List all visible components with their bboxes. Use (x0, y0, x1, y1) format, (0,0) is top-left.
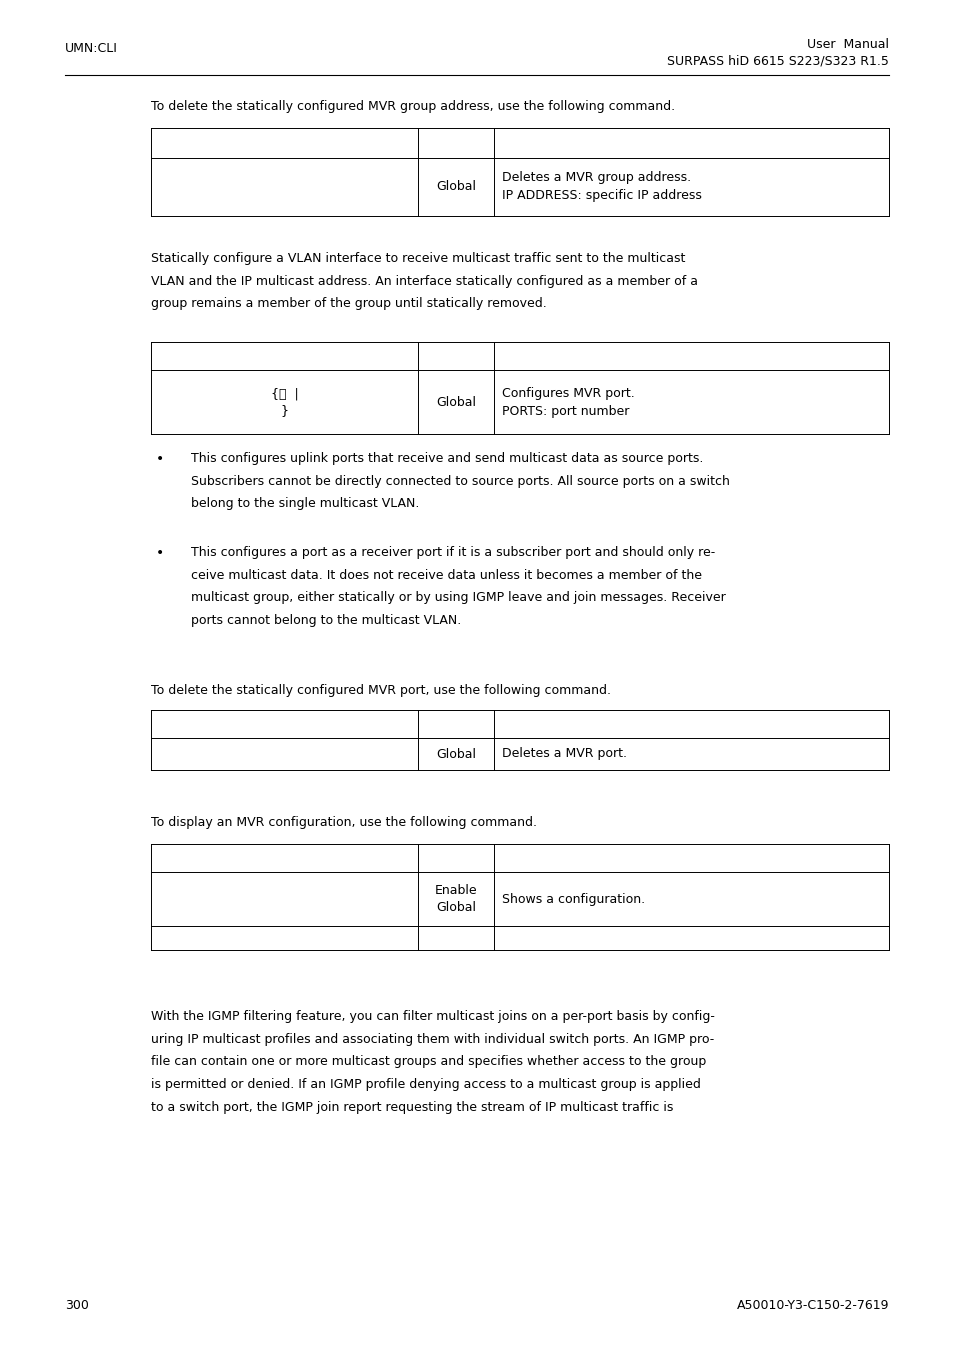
Text: •: • (155, 545, 164, 560)
Text: {	  |
}: { | } (271, 387, 298, 417)
Text: 300: 300 (65, 1299, 89, 1312)
Text: Deletes a MVR group address.
IP ADDRESS: specific IP address: Deletes a MVR group address. IP ADDRESS:… (501, 171, 700, 202)
Text: SURPASS hiD 6615 S223/S323 R1.5: SURPASS hiD 6615 S223/S323 R1.5 (666, 54, 888, 68)
Text: User  Manual: User Manual (806, 38, 888, 51)
Text: Subscribers cannot be directly connected to source ports. All source ports on a : Subscribers cannot be directly connected… (191, 475, 729, 487)
Text: Global: Global (436, 748, 476, 760)
Text: ceive multicast data. It does not receive data unless it becomes a member of the: ceive multicast data. It does not receiv… (191, 568, 701, 582)
Text: group remains a member of the group until statically removed.: group remains a member of the group unti… (151, 297, 546, 310)
Text: To display an MVR configuration, use the following command.: To display an MVR configuration, use the… (151, 815, 537, 829)
Text: uring IP multicast profiles and associating them with individual switch ports. A: uring IP multicast profiles and associat… (151, 1033, 713, 1046)
Text: A50010-Y3-C150-2-7619: A50010-Y3-C150-2-7619 (736, 1299, 888, 1312)
Text: ports cannot belong to the multicast VLAN.: ports cannot belong to the multicast VLA… (191, 614, 460, 626)
Text: belong to the single multicast VLAN.: belong to the single multicast VLAN. (191, 497, 418, 510)
Text: UMN:CLI: UMN:CLI (65, 42, 117, 55)
Text: With the IGMP filtering feature, you can filter multicast joins on a per-port ba: With the IGMP filtering feature, you can… (151, 1010, 714, 1023)
Text: Deletes a MVR port.: Deletes a MVR port. (501, 748, 626, 760)
Text: Global: Global (436, 181, 476, 193)
Text: multicast group, either statically or by using IGMP leave and join messages. Rec: multicast group, either statically or by… (191, 591, 725, 605)
Text: This configures a port as a receiver port if it is a subscriber port and should : This configures a port as a receiver por… (191, 545, 715, 559)
Text: •: • (155, 452, 164, 466)
Text: Shows a configuration.: Shows a configuration. (501, 892, 644, 906)
Text: is permitted or denied. If an IGMP profile denying access to a multicast group i: is permitted or denied. If an IGMP profi… (151, 1079, 700, 1091)
Text: Global: Global (436, 396, 476, 409)
Text: This configures uplink ports that receive and send multicast data as source port: This configures uplink ports that receiv… (191, 452, 702, 464)
Text: VLAN and the IP multicast address. An interface statically configured as a membe: VLAN and the IP multicast address. An in… (151, 274, 697, 288)
Text: to a switch port, the IGMP join report requesting the stream of IP multicast tra: to a switch port, the IGMP join report r… (151, 1100, 673, 1114)
Text: file can contain one or more multicast groups and specifies whether access to th: file can contain one or more multicast g… (151, 1056, 705, 1068)
Text: Configures MVR port.
PORTS: port number: Configures MVR port. PORTS: port number (501, 386, 634, 417)
Text: To delete the statically configured MVR port, use the following command.: To delete the statically configured MVR … (151, 684, 610, 697)
Text: To delete the statically configured MVR group address, use the following command: To delete the statically configured MVR … (151, 100, 674, 113)
Text: Enable
Global: Enable Global (435, 884, 476, 914)
Text: Statically configure a VLAN interface to receive multicast traffic sent to the m: Statically configure a VLAN interface to… (151, 252, 684, 265)
